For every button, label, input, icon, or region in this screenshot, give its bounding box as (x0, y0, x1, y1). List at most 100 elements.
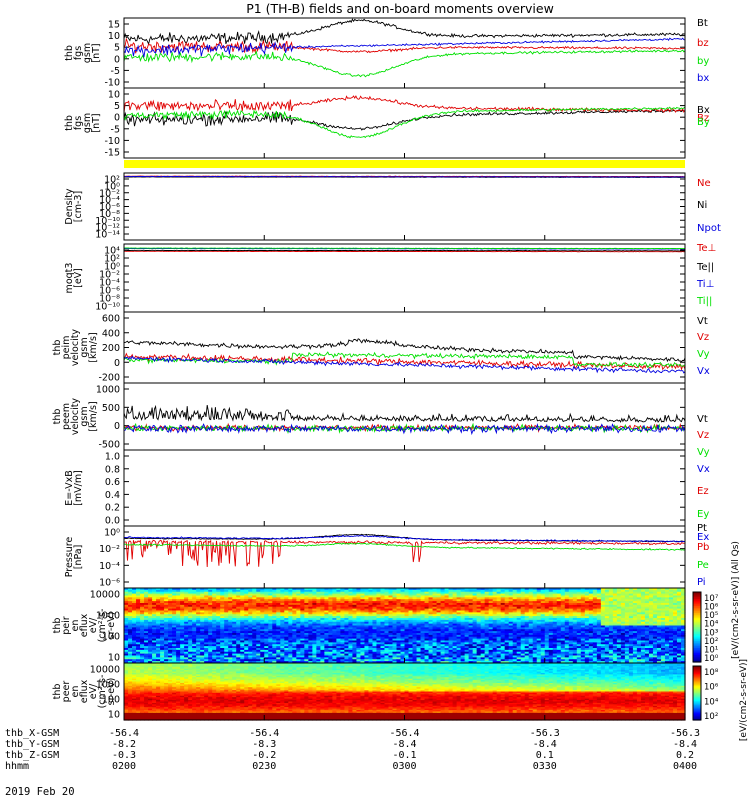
spectrogram-cell (220, 616, 225, 619)
spectrogram-cell (384, 644, 390, 647)
spectrogram-cell (156, 601, 161, 604)
spectrogram-cell (580, 606, 586, 610)
spectrogram-cell (300, 619, 305, 623)
spectrogram-cell (380, 589, 386, 593)
spectrogram-cell (440, 640, 446, 643)
spectrogram-cell (436, 646, 442, 649)
spectrogram-cell (636, 629, 642, 632)
spectrogram-cell (160, 648, 165, 651)
spectrogram-cell (612, 597, 618, 600)
spectrogram-cell (580, 608, 586, 612)
spectrogram-cell (144, 649, 149, 653)
spectrogram-cell (640, 616, 646, 619)
spectrogram-cell (232, 614, 237, 617)
spectrogram-cell (656, 606, 662, 610)
spectrogram-cell (400, 604, 406, 608)
spectrogram-cell (468, 642, 474, 645)
spectrogram-cell (424, 636, 430, 640)
spectrogram-cell (332, 623, 337, 627)
spectrogram-cell (552, 625, 558, 628)
spectrogram-cell (160, 612, 165, 615)
spectrogram-cell (592, 642, 598, 645)
spectrogram-cell (456, 640, 462, 643)
spectrogram-cell (572, 621, 578, 625)
spectrogram-cell (492, 640, 498, 643)
spectrogram-cell (148, 597, 153, 600)
spectrogram-cell (404, 640, 410, 643)
spectrogram-cell (276, 636, 281, 640)
spectrogram-cell (124, 601, 129, 604)
spectrogram-cell (300, 604, 305, 608)
spectrogram-cell (488, 599, 494, 602)
spectrogram-cell (664, 619, 670, 623)
spectrogram-cell (604, 601, 610, 604)
spectrogram-cell (160, 621, 165, 625)
spectrogram-cell (512, 633, 518, 636)
spectrogram-cell (476, 621, 482, 625)
spectrogram-cell (172, 649, 177, 653)
spectrogram-cell (660, 625, 666, 628)
spectrogram-cell (656, 601, 662, 604)
spectrogram-cell (536, 591, 542, 595)
spectrogram-cell (252, 625, 257, 628)
spectrogram-cell (472, 634, 478, 638)
spectrogram-cell (672, 638, 678, 642)
spectrogram-cell (528, 627, 534, 630)
spectrogram-cell (140, 608, 145, 612)
spectrogram-cell (644, 627, 650, 630)
spectrogram-cell (596, 648, 602, 651)
spectrogram-cell (532, 608, 538, 612)
spectrogram-cell (344, 631, 349, 634)
spectrogram-cell (412, 648, 418, 651)
spectrogram-cell (204, 591, 209, 595)
spectrogram-cell (408, 627, 414, 630)
series-line-Vx (123, 422, 686, 436)
spectrogram-cell (620, 621, 626, 625)
spectrogram-cell (468, 614, 474, 617)
spectrogram-cell (596, 597, 602, 600)
spectrogram-cell (192, 619, 197, 623)
series-line-Vt (123, 404, 686, 423)
spectrogram-cell (400, 618, 406, 621)
spectrogram-cell (268, 633, 273, 636)
spectrogram-cell (676, 623, 682, 627)
spectrogram-cell (168, 638, 173, 642)
spectrogram-cell (488, 629, 494, 632)
spectrogram-cell (248, 601, 253, 604)
spectrogram-cell (324, 618, 329, 621)
spectrogram-cell (640, 614, 646, 617)
spectrogram-cell (456, 595, 462, 598)
y-tick-label: 10⁻² (99, 544, 120, 555)
spectrogram-cell (656, 604, 662, 608)
spectrogram-cell (240, 636, 245, 640)
spectrogram-cell (128, 640, 133, 643)
spectrogram-cell (268, 646, 273, 649)
spectrogram-cell (164, 621, 169, 625)
spectrogram-cell (236, 608, 241, 612)
spectrogram-cell (376, 644, 382, 647)
spectrogram-cell (152, 597, 157, 600)
spectrogram-cell (132, 597, 137, 600)
spectrogram-cell (448, 623, 454, 627)
spectrogram-cell (132, 588, 137, 591)
spectrogram-cell (624, 606, 630, 610)
spectrogram-cell (332, 636, 337, 640)
spectrogram-cell (484, 619, 490, 623)
spectrogram-cell (284, 623, 289, 627)
spectrogram-cell (168, 610, 173, 613)
spectrogram-cell (464, 599, 470, 602)
spectrogram-cell (516, 608, 522, 612)
spectrogram-cell (548, 633, 554, 636)
spectrogram-cell (184, 608, 189, 612)
spectrogram-cell (588, 623, 594, 627)
spectrogram-cell (232, 640, 237, 643)
spectrogram-cell (620, 612, 626, 615)
spectrogram-cell (544, 597, 550, 600)
spectrogram-cell (132, 638, 137, 642)
spectrogram-cell (192, 642, 197, 645)
spectrogram-cell (292, 601, 297, 604)
spectrogram-cell (124, 621, 129, 625)
spectrogram-cell (388, 593, 394, 597)
spectrogram-cell (600, 629, 606, 632)
spectrogram-cell (448, 614, 454, 617)
